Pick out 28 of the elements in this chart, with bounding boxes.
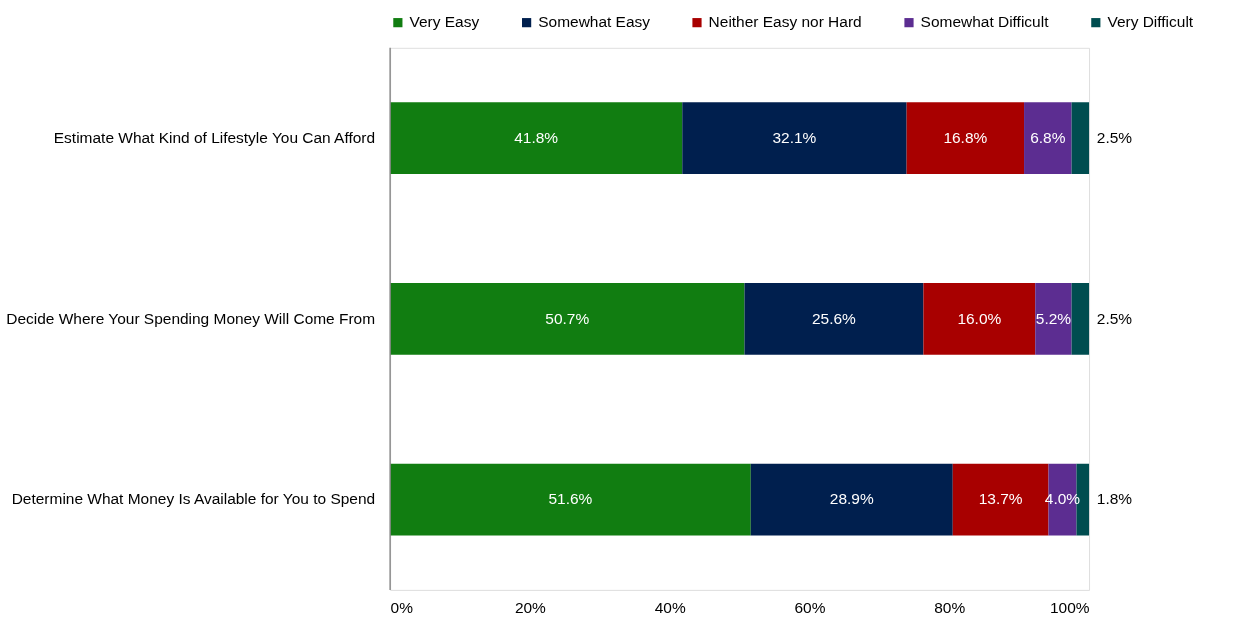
x-tick-label: 0%: [390, 598, 414, 616]
data-label: 28.9%: [829, 490, 874, 508]
data-label: 6.8%: [1030, 129, 1066, 147]
data-label: 5.2%: [1035, 309, 1072, 327]
y-tick-label: Decide Where Your Spending Money Will Come From: [6, 309, 376, 327]
data-label: 2.5%: [1096, 309, 1133, 327]
data-label: 25.6%: [812, 309, 857, 327]
data-label: 41.8%: [514, 129, 559, 147]
x-tick-label: 80%: [934, 598, 966, 616]
data-label: 1.8%: [1096, 490, 1133, 508]
legend-label: Neither Easy nor Hard: [708, 13, 862, 31]
data-label: 16.0%: [957, 309, 1002, 327]
x-tick-label: 40%: [654, 598, 686, 616]
legend-label: Somewhat Difficult: [920, 13, 1050, 31]
legend-label: Very Easy: [409, 13, 480, 31]
data-label: 13.7%: [978, 490, 1023, 508]
data-label: 16.8%: [943, 129, 988, 147]
x-tick-label: 20%: [514, 598, 547, 616]
data-label: 51.6%: [548, 490, 593, 508]
y-tick-label: Estimate What Kind of Lifestyle You Can Afford: [53, 129, 376, 147]
x-tick-label: 60%: [794, 598, 826, 616]
data-label: 2.5%: [1096, 129, 1133, 147]
legend-label: Somewhat Easy: [538, 13, 651, 31]
x-tick-label: 100%: [1049, 598, 1090, 616]
y-tick-label: Determine What Money Is Available for You to Spend: [11, 490, 376, 508]
data-label: 50.7%: [545, 309, 590, 327]
data-label: 32.1%: [772, 129, 817, 147]
legend-label: Very Difficult: [1107, 13, 1194, 31]
